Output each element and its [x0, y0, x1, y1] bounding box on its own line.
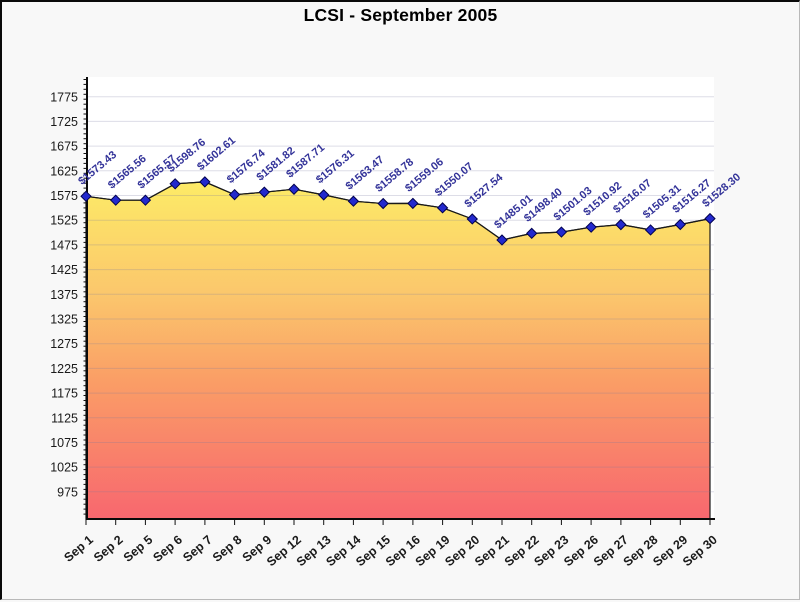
- chart-title: LCSI - September 2005: [303, 5, 498, 25]
- y-tick-label: 1225: [50, 362, 78, 376]
- data-point-marker: [258, 186, 270, 198]
- data-point-marker: [169, 178, 181, 190]
- data-point-marker: [139, 194, 152, 206]
- area-series-fill: [85, 181, 711, 520]
- data-point-marker: [644, 224, 657, 236]
- data-point-marker: [110, 194, 122, 206]
- x-tick-label: Sep 7: [180, 533, 215, 565]
- data-point-marker: [615, 218, 627, 231]
- data-point-marker: [407, 197, 419, 210]
- series-markers: [80, 176, 716, 246]
- data-point-marker: [318, 189, 330, 201]
- y-tick-label: 1075: [50, 436, 78, 450]
- y-tick-label: 1025: [50, 461, 78, 475]
- y-tick-label: 1625: [50, 164, 78, 178]
- data-point-marker: [585, 221, 597, 233]
- data-point-marker: [199, 176, 211, 188]
- x-tick-label: Sep 6: [150, 533, 185, 565]
- y-tick-label: 1575: [50, 189, 78, 203]
- y-tick-label: 1125: [51, 411, 78, 425]
- x-tick-label: Sep 5: [121, 533, 156, 565]
- gridlines: [87, 96, 714, 493]
- x-tick-label: Sep 30: [680, 533, 720, 570]
- y-tick-label: 1475: [50, 238, 78, 252]
- y-tick-label: 1175: [51, 387, 78, 401]
- data-point-marker: [347, 195, 360, 207]
- y-tick-label: 1425: [50, 263, 78, 277]
- x-tick-label: Sep 2: [91, 533, 126, 565]
- y-tick-label: 1375: [50, 288, 78, 302]
- data-point-marker: [228, 188, 241, 201]
- y-tick-labels: 1775 1725 1675 1625 1575 1525 1475 1425 1375 1325…: [50, 90, 78, 499]
- data-point-marker: [496, 234, 508, 246]
- series-line: [85, 181, 711, 241]
- data-point-marker: [526, 227, 538, 240]
- y-tick-label: 1675: [50, 140, 78, 154]
- data-point-marker: [704, 212, 716, 225]
- x-tick-label: Sep 8: [210, 533, 245, 565]
- y-tick-label: 1525: [50, 214, 78, 228]
- y-tick-label: 1275: [50, 337, 78, 351]
- data-point-marker: [555, 226, 568, 238]
- data-point-marker: [288, 183, 300, 195]
- y-tick-label: 975: [57, 485, 78, 499]
- data-point-marker: [436, 202, 449, 214]
- data-point-marker: [377, 197, 389, 210]
- y-tick-label: 1325: [50, 313, 78, 327]
- data-point-marker: [674, 218, 686, 231]
- y-tick-label: 1725: [50, 115, 78, 129]
- data-point-marker: [466, 213, 478, 225]
- x-tick-label: Sep 1: [61, 533, 96, 565]
- data-point-marker: [80, 190, 92, 203]
- y-tick-label: 1775: [50, 90, 78, 104]
